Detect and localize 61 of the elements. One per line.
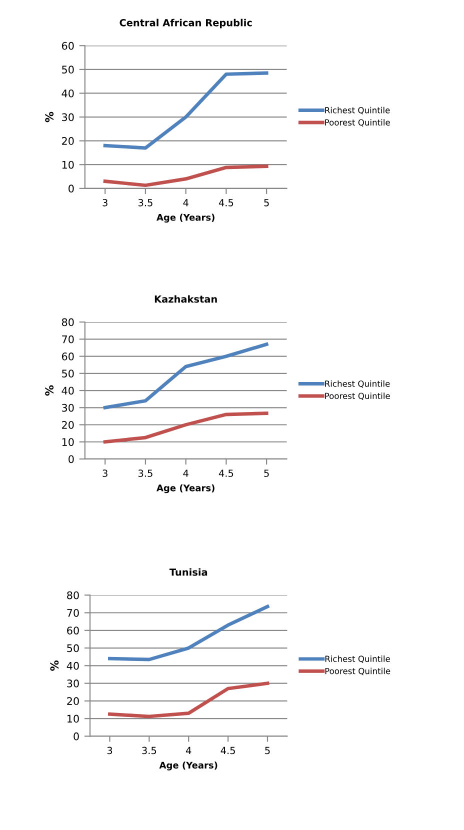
- x-tick-label: 3: [102, 470, 108, 477]
- x-axis-title: Age (Years): [156, 484, 214, 494]
- y-axis-title: %: [45, 112, 54, 122]
- y-tick-label: 80: [67, 591, 79, 600]
- y-tick-label: 0: [68, 455, 74, 464]
- line-series: [103, 412, 268, 444]
- y-tick-label: 30: [62, 404, 74, 412]
- y-tick-label: 0: [68, 184, 74, 193]
- x-tick-label: 4: [183, 199, 188, 206]
- x-axis-title: Age (Years): [159, 762, 218, 770]
- x-tick-label: 4.5: [218, 199, 234, 206]
- x-tick-label: 5: [264, 470, 269, 477]
- legend-label: Poorest Quintile: [325, 668, 390, 676]
- legend-label: Richest Quintile: [325, 380, 390, 388]
- y-tick-label: 20: [67, 697, 79, 706]
- y-axis-title: %: [50, 660, 59, 671]
- x-tick-label: 3: [102, 199, 108, 206]
- y-tick-label: 20: [62, 420, 74, 429]
- y-tick-label: 30: [62, 113, 74, 122]
- legend-label: Poorest Quintile: [325, 392, 390, 400]
- y-tick-label: 70: [62, 335, 74, 344]
- legend-label: Poorest Quintile: [325, 119, 390, 127]
- x-tick-label: 4.5: [220, 746, 235, 754]
- x-axis-title: Age (Years): [156, 214, 214, 223]
- x-tick-label: 3: [107, 746, 112, 754]
- line-series: [103, 71, 268, 150]
- y-axis-title: %: [45, 385, 54, 396]
- chart-title: Central African Republic: [120, 18, 252, 28]
- legend-label: Richest Quintile: [325, 656, 390, 663]
- x-tick-label: 4: [183, 470, 188, 477]
- x-tick-label: 5: [264, 199, 269, 206]
- legend-label: Richest Quintile: [325, 106, 390, 114]
- y-tick-label: 40: [62, 386, 74, 395]
- line-series: [103, 342, 268, 410]
- x-tick-label: 3.5: [142, 746, 156, 754]
- y-tick-label: 30: [67, 680, 79, 688]
- y-tick-label: 10: [67, 714, 79, 723]
- y-tick-label: 10: [62, 438, 74, 446]
- chart-title: Tunisia: [169, 568, 208, 576]
- x-tick-label: 5: [265, 746, 270, 754]
- x-tick-label: 4.5: [218, 470, 234, 477]
- chart-title: Kazhakstan: [154, 295, 217, 303]
- y-tick-label: 80: [62, 318, 74, 326]
- y-tick-label: 50: [62, 370, 74, 378]
- x-tick-label: 3.5: [138, 199, 152, 206]
- x-tick-label: 4: [186, 746, 192, 754]
- y-tick-label: 0: [74, 732, 79, 740]
- x-tick-label: 3.5: [138, 470, 152, 477]
- y-tick-label: 10: [62, 160, 74, 169]
- y-tick-label: 50: [67, 644, 79, 652]
- y-tick-label: 50: [62, 66, 74, 74]
- y-tick-label: 40: [66, 662, 79, 670]
- line-series: [103, 164, 268, 188]
- y-tick-label: 40: [62, 89, 74, 98]
- line-series: [108, 604, 270, 662]
- line-series: [108, 682, 270, 718]
- y-tick-label: 70: [67, 608, 79, 617]
- y-tick-label: 20: [62, 137, 74, 145]
- y-tick-label: 60: [67, 626, 79, 634]
- y-tick-label: 60: [62, 42, 74, 50]
- y-tick-label: 60: [62, 352, 74, 360]
